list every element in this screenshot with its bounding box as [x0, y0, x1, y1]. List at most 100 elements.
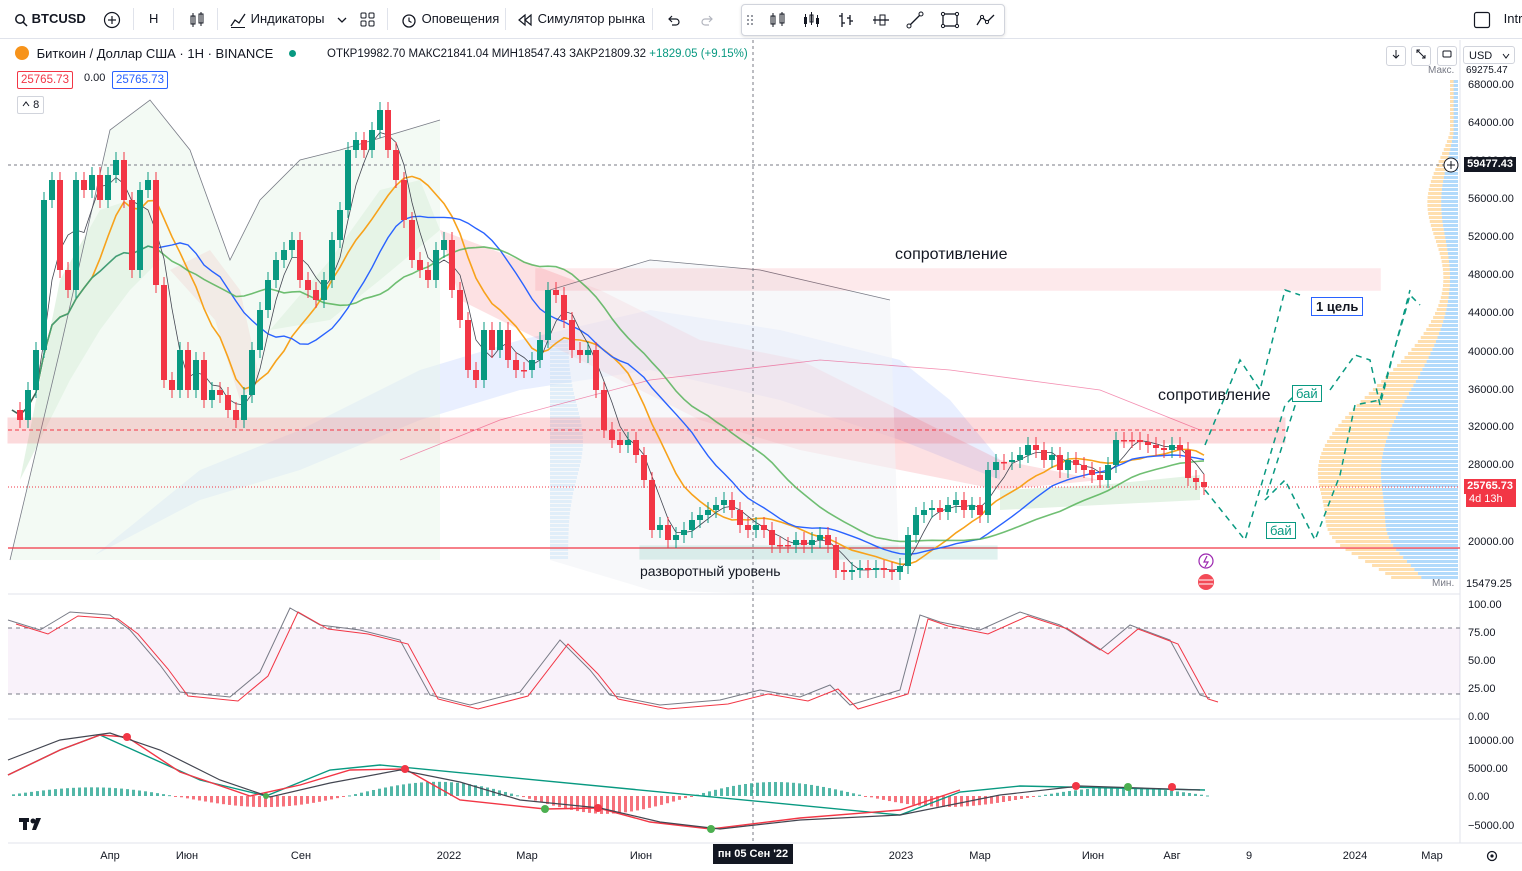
indicators-dropdown[interactable]	[336, 9, 348, 29]
volume-bar	[1393, 368, 1423, 371]
volume-bar	[1447, 248, 1458, 251]
candle-body	[377, 110, 383, 130]
target-label[interactable]: 1 цель	[1311, 297, 1364, 316]
resistance-label-mid[interactable]: сопротивление	[1158, 387, 1271, 404]
trend-line-icon[interactable]	[905, 10, 925, 30]
volume-bar	[1453, 88, 1458, 91]
checkbox-intr[interactable]: Intr	[1473, 9, 1522, 29]
volume-bar	[1326, 524, 1386, 527]
redo-button[interactable]	[700, 9, 716, 29]
price-axis[interactable]: 68000.0064000.0060000.0056000.0052000.00…	[1468, 79, 1514, 548]
position-icon[interactable]	[871, 10, 891, 30]
separator	[652, 8, 653, 30]
volume-bar	[1381, 460, 1458, 463]
ask-price[interactable]: 25765.73	[112, 71, 168, 89]
drag-handle-icon[interactable]	[746, 10, 754, 30]
volume-bar	[1404, 400, 1458, 403]
settings-button[interactable]	[1485, 849, 1499, 868]
reversal-level-label[interactable]: разворотный уровень	[640, 563, 781, 579]
candle-body	[417, 260, 423, 270]
macd-hist-bar	[942, 796, 945, 807]
volume-bar	[1435, 340, 1458, 343]
macd-hist-bar	[1098, 788, 1101, 796]
volume-bar	[1325, 520, 1386, 523]
indicators-button[interactable]: Индикаторы	[229, 9, 325, 29]
candle-body	[57, 180, 63, 270]
symbol-search[interactable]: BTCUSD	[14, 9, 86, 29]
candle-body	[1169, 445, 1175, 450]
volume-bar	[1428, 324, 1442, 327]
macd-hist-bar	[42, 790, 45, 796]
volume-bar	[1390, 428, 1458, 431]
candle-body	[201, 360, 207, 400]
buy-label[interactable]: бай	[1292, 385, 1322, 402]
volume-bar	[1451, 140, 1458, 143]
macd-hist-bar	[672, 796, 675, 802]
channel-area	[550, 260, 900, 594]
macd-hist-bar	[1206, 795, 1209, 797]
candle-body	[497, 330, 503, 350]
macd-hist-bar	[690, 796, 693, 797]
volume-bar	[1453, 116, 1458, 119]
volume-bar	[1414, 568, 1458, 571]
replay-button[interactable]: Симулятор рынка	[516, 9, 645, 29]
candle-body	[633, 440, 639, 455]
bid-price[interactable]: 25765.73	[17, 71, 73, 89]
macd-hist-bar	[522, 796, 525, 798]
candle-body	[409, 220, 415, 260]
buy-label[interactable]: бай	[1266, 522, 1296, 539]
macd-hist-bar	[630, 796, 633, 812]
add-alert-button[interactable]	[1443, 157, 1459, 178]
volume-bar	[1377, 384, 1414, 387]
hollow-candles-icon[interactable]	[802, 10, 822, 30]
macd-hist-bar	[696, 794, 699, 796]
volume-bar	[550, 400, 576, 403]
rectangle-icon[interactable]	[940, 10, 960, 30]
volume-bar	[1429, 184, 1443, 187]
macd-hist-bar	[714, 789, 717, 796]
macd-axis[interactable]: 10000.00 5000.00 0.00 −5000.00	[1468, 735, 1514, 832]
volume-bar	[1449, 264, 1458, 267]
volume-bar	[1437, 244, 1447, 247]
stoch-d-line	[15, 611, 1219, 710]
bars-icon[interactable]	[836, 10, 856, 30]
indicators-toggle[interactable]: 8	[17, 96, 45, 114]
volume-bar	[1381, 464, 1458, 467]
volume-bar	[1453, 112, 1458, 115]
candles-tool-icon[interactable]	[768, 10, 788, 30]
undo-button[interactable]	[665, 9, 681, 29]
macd-hist-bar	[1002, 796, 1005, 802]
candle-body	[577, 350, 583, 355]
volume-bar	[550, 412, 579, 415]
volume-bar	[1385, 524, 1458, 527]
volume-bar	[1450, 120, 1454, 123]
macd-hist-bar	[666, 796, 669, 804]
scroll-down-button[interactable]	[1386, 46, 1406, 66]
volume-bar	[550, 348, 569, 351]
currency-select[interactable]: USD	[1463, 46, 1515, 64]
chart-type-button[interactable]	[188, 9, 206, 29]
layouts-button[interactable]	[359, 9, 376, 29]
fullscreen-button[interactable]	[1437, 46, 1457, 66]
symbol-label: BTCUSD	[31, 11, 86, 26]
compare-button[interactable]	[103, 9, 121, 29]
volume-bar	[1325, 516, 1385, 519]
volume-bar	[1453, 124, 1458, 127]
path-icon[interactable]	[975, 10, 995, 30]
maximize-button[interactable]	[1411, 46, 1431, 66]
volume-bar	[1329, 532, 1388, 535]
volume-bar	[1394, 420, 1458, 423]
volume-bar	[1440, 256, 1449, 259]
interval-button[interactable]: Н	[149, 11, 159, 26]
candle-body	[113, 160, 119, 175]
candle-body	[1105, 465, 1111, 480]
candle-body	[129, 200, 135, 270]
resistance-label-top[interactable]: сопротивление	[895, 246, 1008, 263]
us-flag-event-icon[interactable]	[1198, 574, 1214, 590]
lightning-event-icon[interactable]	[1198, 553, 1214, 569]
candle-body	[905, 535, 911, 566]
alerts-button[interactable]: Оповещения	[400, 9, 499, 29]
stoch-axis[interactable]: 100.00 75.00 50.00 25.00 0.00	[1468, 599, 1502, 723]
time-crosshair-badge: пн 05 Сен '22	[713, 844, 793, 864]
